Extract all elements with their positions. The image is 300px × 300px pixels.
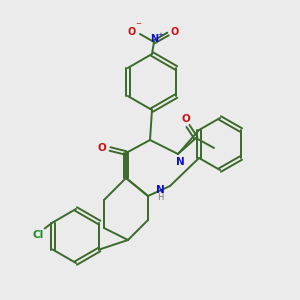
- Text: +: +: [157, 32, 163, 38]
- Text: O: O: [182, 114, 190, 124]
- Text: O: O: [171, 27, 179, 37]
- Text: O: O: [98, 143, 106, 153]
- Text: N: N: [176, 157, 184, 167]
- Text: O: O: [128, 27, 136, 37]
- Text: Cl: Cl: [33, 230, 44, 239]
- Text: N: N: [150, 34, 158, 44]
- Text: N: N: [156, 185, 164, 195]
- Text: −: −: [135, 21, 141, 27]
- Text: H: H: [157, 194, 163, 202]
